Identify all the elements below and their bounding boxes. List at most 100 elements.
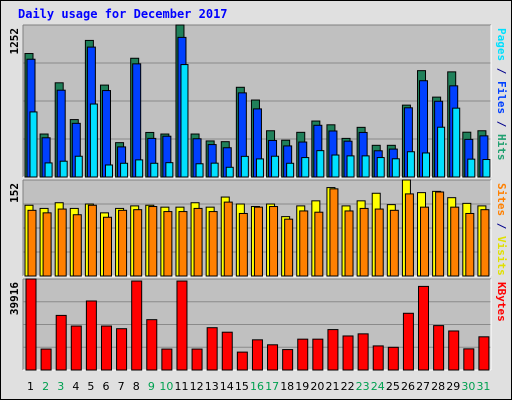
- pages-bar: [89, 103, 98, 178]
- sites-bar: [72, 214, 82, 277]
- day-label: 9: [148, 380, 155, 393]
- axis-label-part: KBytes: [495, 282, 508, 322]
- axis-label-1: Sites / Visits: [495, 183, 508, 276]
- kbytes-bar: [297, 338, 309, 371]
- sites-bar: [57, 208, 67, 277]
- max-label-1: 152: [8, 183, 21, 203]
- kbytes-bar: [448, 330, 460, 371]
- sites-bar: [133, 209, 143, 277]
- sites-bar: [420, 206, 430, 277]
- day-label: 21: [325, 380, 339, 393]
- pages-bar: [255, 158, 264, 178]
- sites-bar: [102, 216, 112, 277]
- axis-label-part: Visits: [495, 236, 508, 276]
- day-label: 28: [431, 380, 445, 393]
- sites-bar: [344, 210, 354, 277]
- kbytes-bar: [463, 348, 475, 371]
- axis-label-part: Sites: [495, 183, 508, 216]
- pages-bar: [346, 155, 355, 178]
- kbytes-bar: [206, 327, 218, 371]
- kbytes-bar: [251, 339, 263, 371]
- axis-label-part: Hits: [495, 134, 508, 161]
- pages-bar: [482, 159, 491, 178]
- kbytes-bar: [191, 348, 203, 371]
- pages-bar: [104, 164, 113, 178]
- sites-bar: [118, 209, 128, 277]
- day-label: 19: [295, 380, 309, 393]
- axis-label-2: KBytes: [495, 282, 508, 322]
- day-label: 27: [416, 380, 430, 393]
- sites-bar: [87, 204, 97, 277]
- pages-bar: [165, 162, 174, 178]
- kbytes-bar: [25, 278, 37, 371]
- axis-label-part: Files: [495, 81, 508, 114]
- day-label: 2: [42, 380, 49, 393]
- kbytes-bar: [131, 280, 143, 371]
- files-bar: [101, 90, 111, 178]
- chart-title: Daily usage for December 2017: [18, 7, 228, 21]
- pages-bar: [59, 160, 68, 178]
- pages-bar: [376, 157, 385, 178]
- sites-bar: [314, 211, 324, 277]
- day-label: 3: [57, 380, 64, 393]
- sites-bar: [238, 212, 248, 277]
- pages-bar: [437, 126, 446, 178]
- sites-bar: [435, 191, 445, 277]
- day-label: 29: [446, 380, 460, 393]
- kbytes-bar: [282, 349, 294, 371]
- day-label: 11: [175, 380, 189, 393]
- pages-bar: [225, 166, 234, 178]
- pages-bar: [406, 151, 415, 178]
- max-label-0: 1252: [8, 28, 21, 55]
- kbytes-bar: [327, 329, 339, 371]
- kbytes-bar: [402, 312, 414, 371]
- kbytes-bar: [433, 325, 445, 371]
- kbytes-bar: [312, 338, 324, 371]
- kbytes-bar: [372, 345, 384, 371]
- pages-bar: [271, 155, 280, 178]
- day-label: 1: [27, 380, 34, 393]
- day-label: 24: [371, 380, 385, 393]
- axis-label-0: Pages / Files / Hits: [495, 28, 508, 161]
- kbytes-bar: [342, 335, 354, 371]
- sites-bar: [329, 188, 339, 277]
- pages-bar: [361, 155, 370, 178]
- pages-bar: [135, 159, 144, 178]
- kbytes-bar: [146, 319, 158, 371]
- sites-bar: [299, 210, 309, 277]
- day-label: 20: [310, 380, 324, 393]
- day-label: 18: [280, 380, 294, 393]
- day-label: 14: [220, 380, 234, 393]
- kbytes-bar: [55, 314, 67, 371]
- day-label: 15: [235, 380, 249, 393]
- pages-bar: [44, 162, 53, 178]
- sites-bar: [208, 211, 218, 277]
- sites-bar: [450, 206, 460, 277]
- kbytes-bar: [100, 325, 112, 371]
- sites-bar: [178, 211, 188, 277]
- pages-bar: [391, 158, 400, 178]
- pages-bar: [301, 157, 310, 178]
- pages-bar: [240, 155, 249, 178]
- axis-label-part: /: [495, 114, 508, 134]
- sites-bar: [269, 206, 279, 277]
- kbytes-bar: [478, 336, 490, 371]
- kbytes-bar: [236, 351, 248, 371]
- sites-bar: [148, 206, 158, 277]
- sites-bar: [404, 193, 414, 277]
- day-label: 23: [356, 380, 370, 393]
- pages-bar: [150, 162, 159, 178]
- axis-label-part: /: [495, 61, 508, 81]
- day-label: 13: [205, 380, 219, 393]
- sites-bar: [223, 201, 233, 277]
- sites-bar: [374, 208, 384, 277]
- kbytes-bar: [387, 346, 399, 371]
- day-label: 8: [133, 380, 140, 393]
- pages-bar: [120, 162, 129, 178]
- axis-label-part: Pages: [495, 28, 508, 61]
- day-label: 6: [103, 380, 110, 393]
- kbytes-bar: [85, 300, 97, 371]
- sites-bar: [480, 209, 490, 277]
- kbytes-bar: [221, 331, 233, 371]
